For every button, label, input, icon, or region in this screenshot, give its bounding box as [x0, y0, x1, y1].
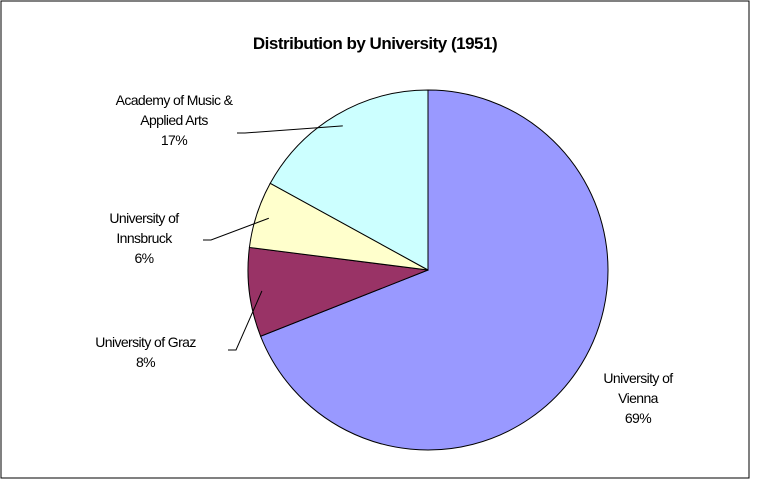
slice-name: Academy of Music & Applied Arts	[115, 92, 233, 128]
slice-percent: 6%	[134, 250, 154, 266]
slice-name: University of Vienna	[603, 370, 673, 406]
pie-slice	[269, 89, 429, 271]
slice-name: University of Graz	[95, 334, 196, 350]
leader-line	[228, 290, 263, 351]
pie-slice	[259, 89, 609, 451]
slice-percent: 8%	[135, 354, 156, 370]
leader-line	[237, 125, 343, 134]
slice-percent: 17%	[160, 132, 188, 148]
slice-name: University of Innsbruck	[109, 210, 179, 246]
data-label: Academy of Music & Applied Arts 17%	[115, 90, 233, 150]
data-label: University of Innsbruck 6%	[90, 208, 198, 268]
leader-line	[203, 217, 269, 241]
pie-slice	[247, 246, 429, 337]
slice-percent: 69%	[624, 410, 652, 426]
data-label: University of Vienna 69%	[588, 368, 688, 428]
data-label: University of Graz 8%	[63, 332, 228, 372]
chart-title: Distribution by University (1951)	[252, 34, 498, 53]
